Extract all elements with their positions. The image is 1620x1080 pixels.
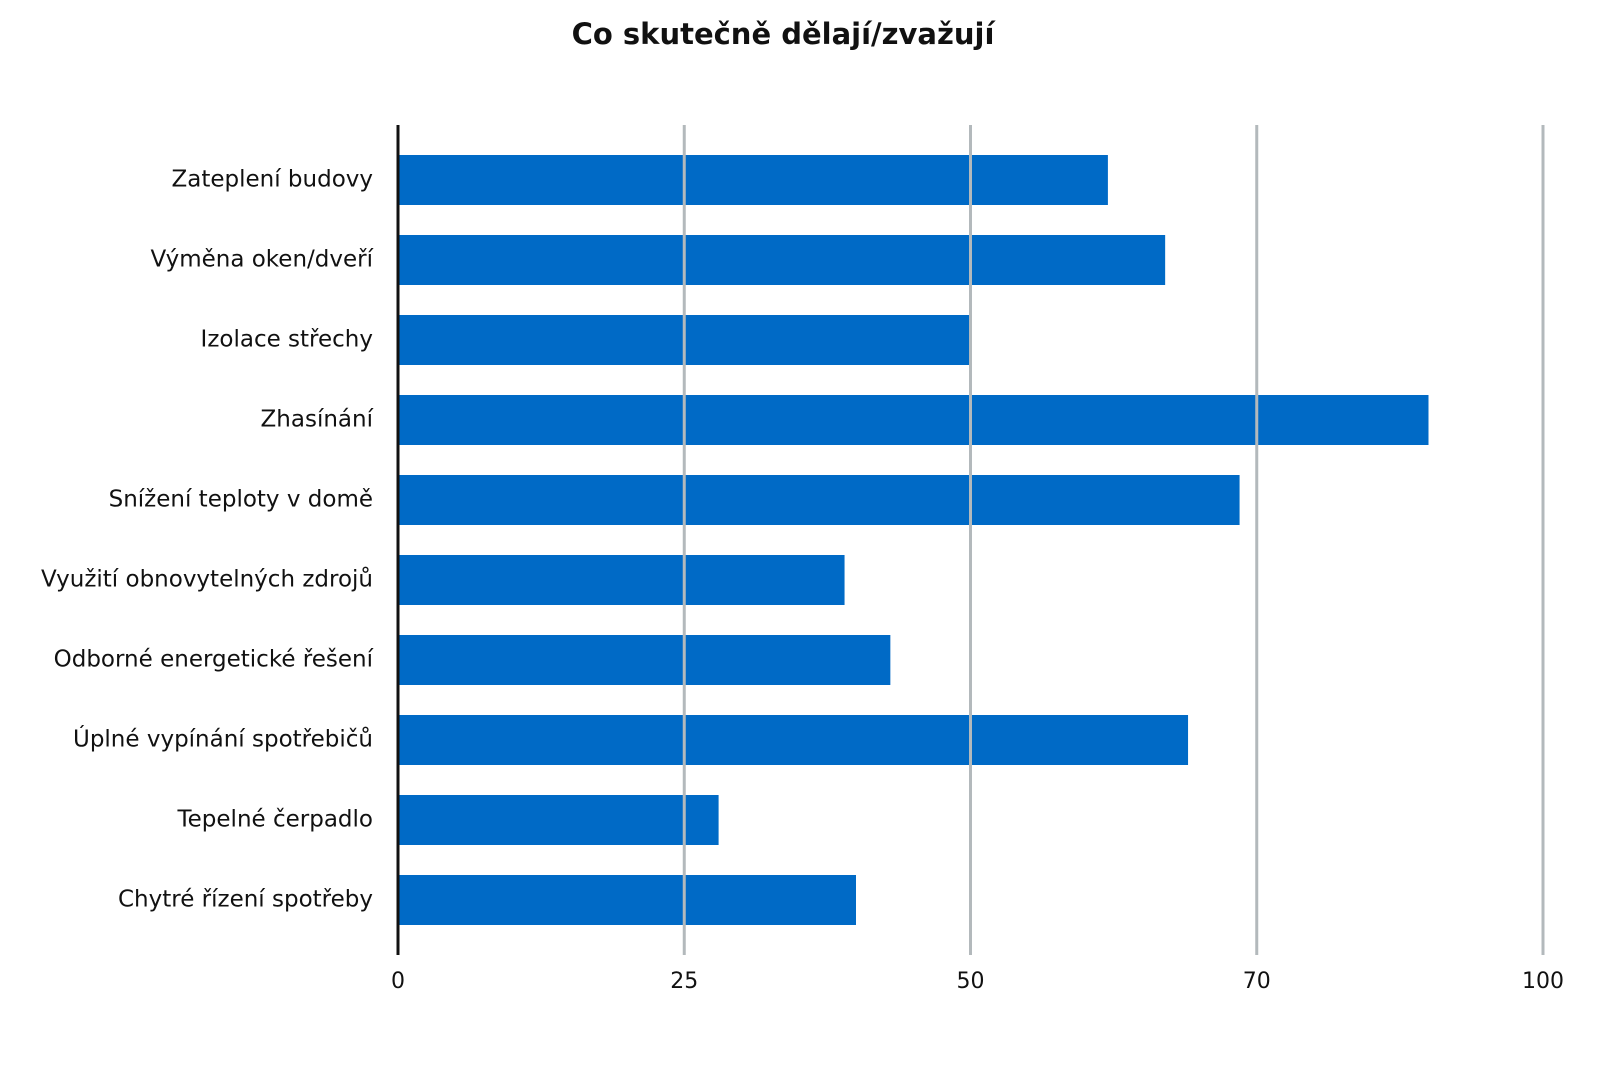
x-tick-label: 25 [670, 969, 698, 994]
x-tick-label: 0 [391, 969, 405, 994]
bar [398, 555, 845, 605]
x-tick-label: 70 [1243, 969, 1271, 994]
y-tick-label: Úplné vypínání spotřebičů [73, 725, 373, 753]
y-tick-label: Zateplení budovy [171, 167, 373, 193]
bar [398, 395, 1429, 445]
chart-title: Co skutečně dělají/zvažují [572, 17, 997, 51]
bar [398, 475, 1240, 525]
bar [398, 795, 719, 845]
y-tick-label: Izolace střechy [201, 327, 373, 353]
y-tick-label: Odborné energetické řešení [54, 647, 374, 673]
y-tick-label: Tepelné čerpadlo [177, 807, 373, 833]
bar [398, 155, 1108, 205]
y-tick-label: Chytré řízení spotřeby [118, 887, 373, 913]
y-tick-label: Výměna oken/dveří [150, 247, 373, 273]
bar [398, 635, 891, 685]
bar [398, 235, 1166, 285]
y-tick-label: Využití obnovytelných zdrojů [41, 566, 373, 593]
x-tick-label: 100 [1522, 969, 1564, 994]
x-tick-label: 50 [957, 969, 985, 994]
y-tick-label: Snížení teploty v domě [109, 487, 373, 513]
bar [398, 715, 1189, 765]
bar [398, 875, 856, 925]
y-tick-label: Zhasínání [261, 407, 374, 433]
